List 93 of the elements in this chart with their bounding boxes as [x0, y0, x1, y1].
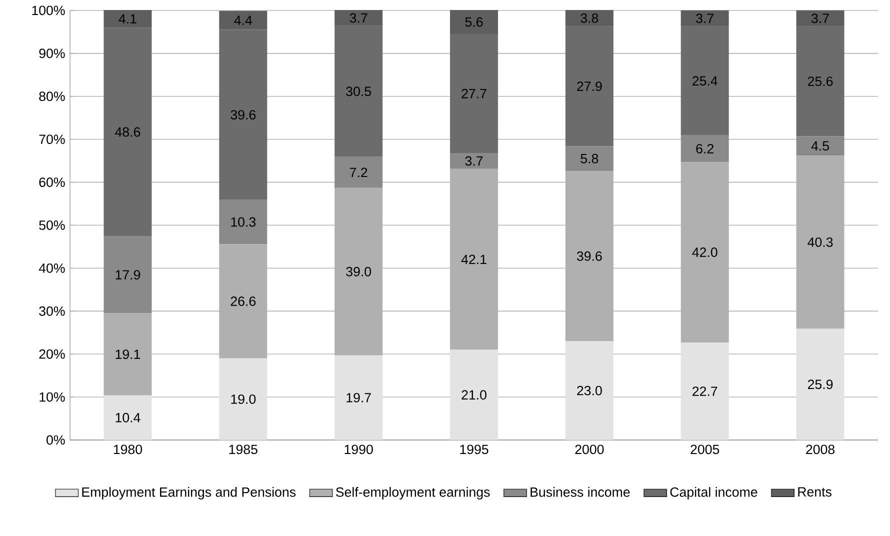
x-tick-label: 2008 [806, 444, 835, 454]
bar [565, 26, 614, 146]
bar [565, 341, 614, 440]
data-label: 3.7 [812, 14, 829, 24]
data-label: 3.7 [350, 13, 368, 23]
data-label: 30.5 [346, 86, 371, 96]
data-label: 27.7 [462, 88, 486, 98]
bar [680, 135, 729, 162]
y-tick-label: 30% [39, 306, 65, 316]
data-label: 3.7 [696, 14, 714, 24]
bar [680, 162, 729, 342]
y-tick-label: 60% [39, 178, 65, 187]
y-tick-label: 40% [38, 263, 65, 273]
bar [565, 10, 614, 26]
data-label: 4.5 [811, 141, 829, 151]
data-label: 42.1 [461, 254, 486, 264]
data-label: 17.9 [116, 270, 140, 280]
bar [680, 26, 729, 136]
y-tick-label: 90% [39, 48, 65, 58]
data-label: 10.4 [116, 412, 140, 422]
bar [104, 395, 152, 440]
y-tick-label: 20% [39, 349, 65, 359]
bar [450, 34, 498, 154]
bar [565, 146, 614, 172]
legend-label: Rents [798, 487, 832, 497]
data-label: 7.2 [350, 168, 368, 178]
legend-label: Business income [530, 487, 630, 497]
bar [565, 171, 614, 342]
bar [334, 156, 383, 188]
y-tick-label: 0% [46, 435, 65, 445]
data-label: 25.4 [692, 76, 718, 86]
bar [450, 350, 498, 440]
data-label: 39.6 [230, 110, 256, 120]
data-label: 39.0 [346, 266, 372, 276]
data-label: 5.6 [465, 17, 483, 27]
bar [796, 328, 844, 440]
data-label: 19.7 [346, 392, 371, 402]
data-label: 40.3 [808, 237, 833, 247]
data-label: 48.6 [115, 127, 140, 137]
bar [219, 358, 268, 440]
data-label: 25.6 [808, 76, 833, 86]
y-tick-label: 10% [40, 392, 65, 402]
bar [219, 200, 268, 244]
bar [219, 10, 268, 30]
x-tick-label: 2000 [575, 444, 604, 454]
bar [104, 10, 152, 28]
x-tick-label: 1985 [229, 444, 258, 454]
x-tick-label: 2005 [690, 444, 720, 454]
data-label: 25.9 [808, 380, 833, 390]
data-label: 23.0 [577, 386, 602, 396]
data-label: 4.4 [234, 16, 252, 25]
y-tick-label: 100% [32, 6, 65, 16]
y-tick-label: 70% [39, 134, 65, 144]
data-label: 3.8 [580, 13, 598, 23]
bar [796, 136, 844, 156]
bar [450, 10, 498, 34]
data-label: 10.3 [231, 217, 256, 227]
bar [219, 244, 268, 358]
bar [334, 188, 383, 356]
legend-label: Employment Earnings and Pensions [82, 487, 296, 500]
data-label: 21.0 [462, 390, 486, 400]
data-label: 3.7 [465, 156, 483, 166]
data-label: 27.9 [577, 82, 602, 91]
bar [334, 26, 383, 157]
bar [104, 28, 152, 236]
y-tick-label: 80% [39, 92, 65, 102]
x-tick-label: 1980 [114, 444, 142, 454]
data-label: 6.2 [696, 144, 714, 154]
x-tick-label: 1990 [344, 444, 373, 454]
data-label: 42.0 [692, 248, 718, 257]
bar [680, 10, 729, 26]
legend-label: Self-employment earnings [336, 487, 490, 500]
data-label: 5.8 [580, 154, 598, 164]
data-label: 4.1 [118, 14, 136, 24]
data-label: 26.6 [230, 296, 256, 306]
bar [219, 30, 268, 200]
bar [796, 156, 844, 329]
bar [104, 313, 152, 396]
data-label: 19.0 [231, 394, 256, 404]
bar [796, 10, 844, 26]
bar [796, 26, 844, 136]
bar [680, 342, 729, 440]
data-label: 39.6 [576, 251, 602, 261]
bar [450, 168, 498, 350]
bar [450, 153, 498, 169]
data-label: 22.7 [692, 386, 718, 396]
bar [334, 355, 383, 440]
data-label: 19.1 [116, 350, 140, 360]
y-tick-label: 50% [39, 220, 65, 230]
x-tick-label: 1995 [460, 444, 488, 454]
bar [334, 10, 383, 26]
legend-label: Capital income [670, 487, 758, 500]
bar [104, 236, 152, 314]
